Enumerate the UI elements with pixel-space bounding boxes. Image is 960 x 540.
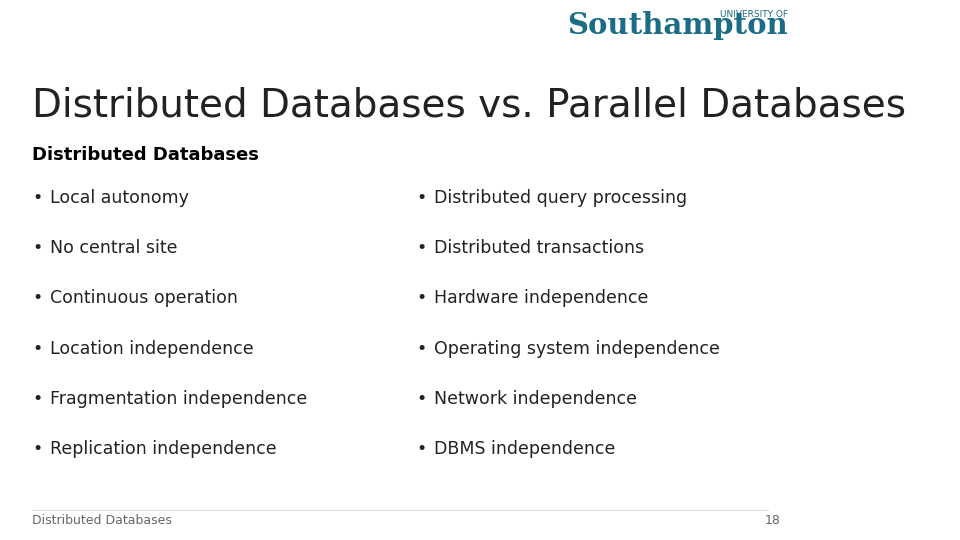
Text: No central site: No central site — [50, 239, 177, 257]
Text: Distributed Databases: Distributed Databases — [32, 146, 259, 164]
Text: Hardware independence: Hardware independence — [434, 289, 648, 307]
Text: •: • — [32, 289, 42, 307]
Text: •: • — [32, 239, 42, 257]
Text: •: • — [32, 390, 42, 408]
Text: •: • — [416, 239, 426, 257]
Text: Replication independence: Replication independence — [50, 440, 276, 458]
Text: •: • — [416, 189, 426, 207]
Text: Distributed query processing: Distributed query processing — [434, 189, 686, 207]
Text: •: • — [416, 340, 426, 357]
Text: 18: 18 — [764, 514, 780, 527]
Text: •: • — [416, 390, 426, 408]
Text: Operating system independence: Operating system independence — [434, 340, 720, 357]
Text: Southampton: Southampton — [567, 11, 788, 40]
Text: Distributed transactions: Distributed transactions — [434, 239, 644, 257]
Text: DBMS independence: DBMS independence — [434, 440, 615, 458]
Text: Local autonomy: Local autonomy — [50, 189, 188, 207]
Text: •: • — [416, 289, 426, 307]
Text: Fragmentation independence: Fragmentation independence — [50, 390, 307, 408]
Text: Distributed Databases: Distributed Databases — [32, 514, 172, 527]
Text: UNIVERSITY OF: UNIVERSITY OF — [720, 10, 788, 19]
Text: Continuous operation: Continuous operation — [50, 289, 237, 307]
Text: Location independence: Location independence — [50, 340, 253, 357]
Text: •: • — [32, 189, 42, 207]
Text: •: • — [32, 440, 42, 458]
Text: •: • — [32, 340, 42, 357]
Text: •: • — [416, 440, 426, 458]
Text: Network independence: Network independence — [434, 390, 636, 408]
Text: Distributed Databases vs. Parallel Databases: Distributed Databases vs. Parallel Datab… — [32, 86, 906, 124]
